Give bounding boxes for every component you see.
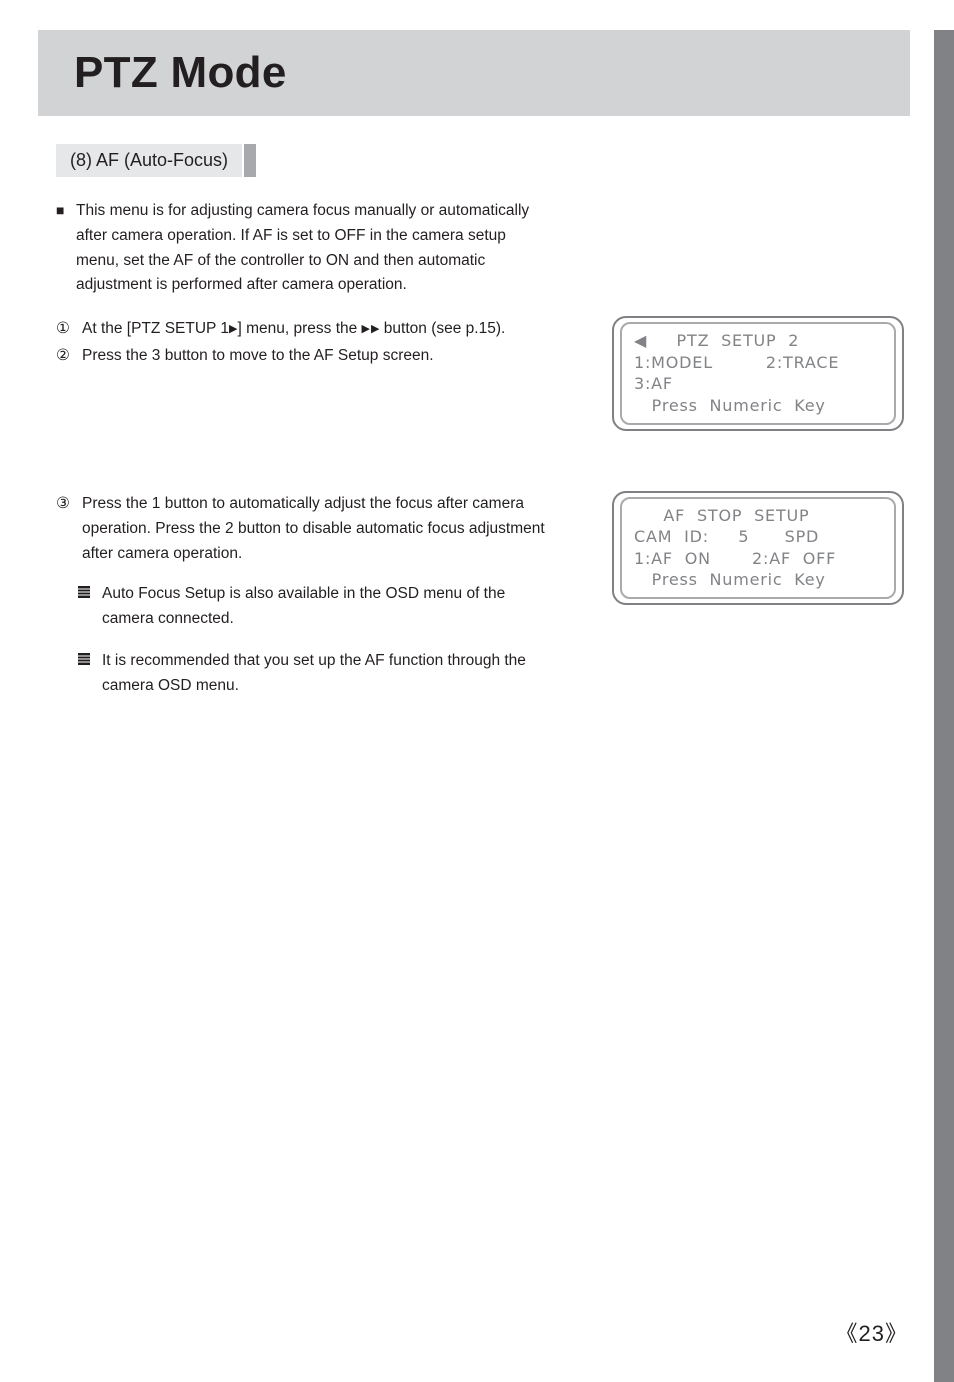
lcd1-col: ◀ PTZ SETUP 2 1:MODEL 2:TRACE 3:AF Press…	[570, 316, 904, 430]
lcd-display-1: ◀ PTZ SETUP 2 1:MODEL 2:TRACE 3:AF Press…	[612, 316, 904, 430]
steps12-row: ① At the [PTZ SETUP 1▶] menu, press the …	[56, 316, 904, 430]
steps-list-2: ③ Press the 1 button to automatically ad…	[56, 491, 548, 566]
sub-a-text: Auto Focus Setup is also available in th…	[102, 582, 548, 632]
sub-bullet-b: It is recommended that you set up the AF…	[78, 649, 548, 699]
lcd-1-inner: ◀ PTZ SETUP 2 1:MODEL 2:TRACE 3:AF Press…	[620, 322, 896, 424]
sub-b-text: It is recommended that you set up the AF…	[102, 649, 548, 699]
lcd2-l3: 1:AF ON 2:AF OFF	[634, 549, 836, 568]
step-1-text: At the [PTZ SETUP 1▶] menu, press the ▶▶…	[82, 316, 505, 341]
lcd2-l2: CAM ID: 5 SPD	[634, 527, 819, 546]
lcd1-l1-mid: PTZ SETUP 2	[677, 331, 800, 350]
content-area: (8) AF (Auto-Focus) ■ This menu is for a…	[38, 144, 910, 717]
page-number: 《23》	[835, 1316, 908, 1348]
step1-mid: ] menu, press the	[237, 320, 361, 337]
step3-row: ③ Press the 1 button to automatically ad…	[56, 491, 904, 718]
lined-square-icon	[78, 582, 94, 632]
lcd2-l1: AF STOP SETUP	[634, 506, 810, 525]
right-triangle-icon: ▶	[362, 321, 370, 339]
step-2: ② Press the 3 button to move to the AF S…	[56, 343, 548, 368]
circled-1-icon: ①	[56, 316, 74, 341]
step3-col: ③ Press the 1 button to automatically ad…	[56, 491, 548, 718]
step1-suffix: button (see p.15).	[379, 320, 505, 337]
lcd1-l3: 3:AF	[634, 374, 673, 393]
lcd-display-2: AF STOP SETUP CAM ID: 5 SPD 1:AF ON 2:AF…	[612, 491, 904, 605]
square-bullet-icon: ■	[56, 199, 68, 298]
lined-square-icon	[78, 649, 94, 699]
subheading-wrap: (8) AF (Auto-Focus)	[56, 144, 256, 177]
intro-text: This menu is for adjusting camera focus …	[76, 199, 548, 298]
title-bar: PTZ Mode	[38, 30, 910, 116]
lcd2-col: AF STOP SETUP CAM ID: 5 SPD 1:AF ON 2:AF…	[570, 491, 904, 605]
right-margin-band	[934, 30, 954, 1382]
circled-3-icon: ③	[56, 491, 74, 566]
intro-row: ■ This menu is for adjusting camera focu…	[56, 199, 904, 298]
left-angle-bracket-icon: 《	[835, 1321, 858, 1346]
sub-bullet-list: Auto Focus Setup is also available in th…	[56, 582, 548, 699]
step-3: ③ Press the 1 button to automatically ad…	[56, 491, 548, 566]
right-angle-bracket-icon: 》	[885, 1321, 908, 1346]
steps12-col: ① At the [PTZ SETUP 1▶] menu, press the …	[56, 316, 548, 370]
lcd1-l4: Press Numeric Key	[634, 396, 826, 415]
step-1: ① At the [PTZ SETUP 1▶] menu, press the …	[56, 316, 548, 341]
intro-col: ■ This menu is for adjusting camera focu…	[56, 199, 548, 298]
step-3-text: Press the 1 button to automatically adju…	[82, 491, 548, 566]
lcd2-l4: Press Numeric Key	[634, 570, 826, 589]
step1-prefix: At the [PTZ SETUP 1	[82, 320, 229, 337]
step-2-text: Press the 3 button to move to the AF Set…	[82, 343, 434, 368]
page-title: PTZ Mode	[74, 48, 287, 98]
lcd-2-inner: AF STOP SETUP CAM ID: 5 SPD 1:AF ON 2:AF…	[620, 497, 896, 599]
steps-list-1: ① At the [PTZ SETUP 1▶] menu, press the …	[56, 316, 548, 368]
subheading: (8) AF (Auto-Focus)	[56, 144, 242, 177]
lcd1-l1-arrow: ◀	[634, 331, 647, 350]
circled-2-icon: ②	[56, 343, 74, 368]
page-number-value: 23	[859, 1321, 885, 1346]
sub-bullet-a: Auto Focus Setup is also available in th…	[78, 582, 548, 632]
intro-para: ■ This menu is for adjusting camera focu…	[56, 199, 548, 298]
subheading-tab	[244, 144, 256, 177]
page-root: PTZ Mode (8) AF (Auto-Focus) ■ This menu…	[0, 30, 954, 1382]
lcd1-l2: 1:MODEL 2:TRACE	[634, 353, 839, 372]
